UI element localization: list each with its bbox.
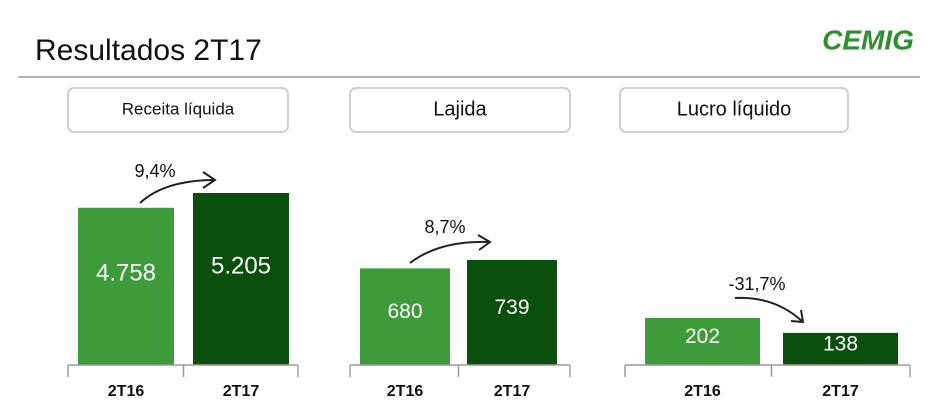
- change-annotation: -31,7%: [728, 274, 785, 294]
- bar: [783, 332, 898, 365]
- logo: CEMIG: [822, 24, 914, 55]
- category-label: 2T17: [223, 383, 260, 400]
- change-arrow: [139, 171, 217, 204]
- value-label: 739: [494, 296, 529, 319]
- panel-title: Receita líquida: [122, 99, 235, 118]
- change-annotation: 8,7%: [424, 217, 465, 237]
- category-label: 2T16: [108, 383, 145, 400]
- value-label: 5.205: [211, 252, 271, 279]
- value-label: 138: [823, 332, 858, 355]
- bar: [467, 260, 557, 365]
- change-annotation: 9,4%: [134, 161, 175, 181]
- bar: [645, 318, 760, 365]
- panel-title: Lucro líquido: [677, 98, 792, 120]
- category-label: 2T17: [822, 383, 859, 400]
- panel-title-box: [349, 87, 571, 133]
- panel-title: Lajida: [433, 98, 487, 120]
- category-label: 2T16: [684, 383, 721, 400]
- bar: [78, 207, 174, 365]
- value-label: 202: [685, 325, 720, 348]
- category-label: 2T17: [494, 383, 531, 400]
- change-arrow: [409, 234, 492, 264]
- panel-title-box: [619, 87, 849, 133]
- panel-title-box: [67, 87, 289, 133]
- category-label: 2T16: [387, 383, 424, 400]
- value-label: 4.758: [96, 260, 156, 287]
- change-arrow: [734, 296, 805, 324]
- bar: [360, 268, 450, 365]
- value-label: 680: [387, 300, 422, 323]
- slide-title: Resultados 2T17: [35, 34, 262, 67]
- bar: [193, 193, 289, 365]
